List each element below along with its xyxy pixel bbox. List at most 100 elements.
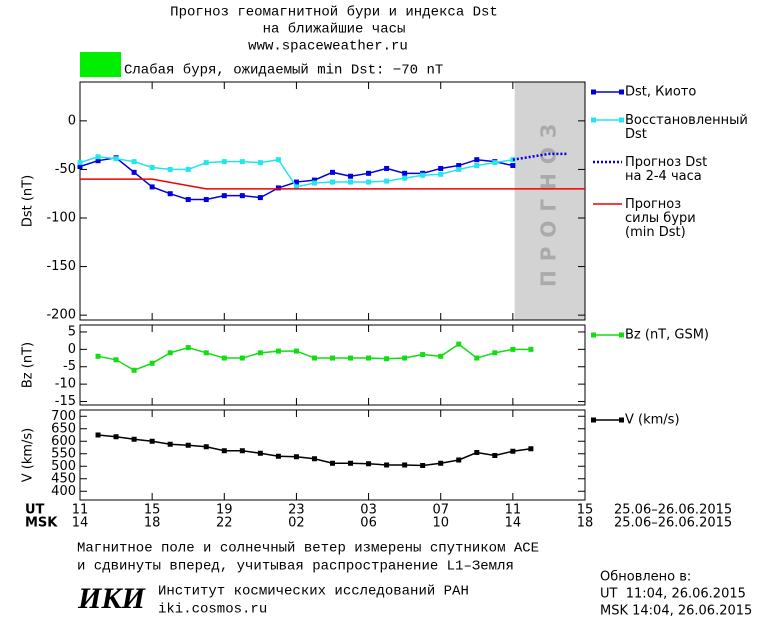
marker xyxy=(492,350,498,356)
x-tick-label: 15 xyxy=(144,503,161,518)
marker xyxy=(528,446,534,452)
marker xyxy=(95,154,101,160)
legend-label: V (km/s) xyxy=(625,413,680,428)
marker xyxy=(402,462,408,468)
marker xyxy=(185,166,191,172)
marker xyxy=(438,171,444,177)
footer-note: и сдвинуты вперед, учитывая распростране… xyxy=(77,559,514,575)
series-line xyxy=(512,152,567,161)
marker xyxy=(384,462,390,468)
marker xyxy=(366,461,372,467)
marker xyxy=(528,346,534,352)
forecast-band xyxy=(514,82,585,320)
y-tick-label: 0 xyxy=(68,342,76,357)
legend-label: Прогноз Dst на 2-4 часа xyxy=(625,155,707,184)
marker xyxy=(311,180,317,186)
marker xyxy=(330,169,335,175)
marker xyxy=(257,350,263,356)
x-tick-label: 19 xyxy=(216,503,233,518)
forecast-label: ПРОГНОЗ xyxy=(536,115,560,287)
marker xyxy=(221,355,227,361)
marker xyxy=(402,355,408,361)
marker xyxy=(311,177,317,183)
x-tick-label: 22 xyxy=(216,516,233,531)
marker xyxy=(167,350,173,356)
footer-note: Магнитное поле и солнечный ветер измерен… xyxy=(77,540,539,557)
marker xyxy=(330,355,335,361)
marker xyxy=(510,448,516,454)
legend-label: Bz (nT, GSM) xyxy=(625,328,709,343)
y-tick-label: -50 xyxy=(55,162,76,177)
msk-label: MSK xyxy=(25,516,58,531)
marker xyxy=(221,193,227,199)
x-tick-label: 11 xyxy=(72,503,89,518)
ut-label: UT xyxy=(25,503,45,518)
marker xyxy=(149,360,155,366)
plot-frame xyxy=(79,324,586,406)
marker xyxy=(275,157,281,163)
marker xyxy=(366,355,372,361)
legend-marker xyxy=(619,417,624,423)
marker xyxy=(203,350,209,356)
x-tick-label: 15 xyxy=(577,503,594,518)
marker xyxy=(149,184,155,190)
marker xyxy=(311,355,317,361)
marker xyxy=(275,453,281,459)
url: www.spaceweather.ru xyxy=(248,39,408,55)
marker xyxy=(77,160,83,166)
legend-label: Прогноз силы бури (min Dst) xyxy=(625,197,696,240)
x-tick-label: 18 xyxy=(577,516,594,531)
x-tick-label: 02 xyxy=(288,516,305,531)
subtitle: на ближайшие часы xyxy=(263,21,406,38)
marker xyxy=(330,460,335,466)
marker xyxy=(167,191,173,197)
marker xyxy=(95,432,101,438)
marker xyxy=(185,442,191,448)
updated: Обновлено в: xyxy=(600,570,691,585)
logo: ИКИ xyxy=(77,582,147,615)
marker xyxy=(293,184,299,190)
marker xyxy=(293,348,299,354)
marker xyxy=(203,197,209,203)
marker xyxy=(113,357,119,363)
updated-msk: MSK 14:04, 26.06.2015 xyxy=(600,604,752,619)
legend-marker xyxy=(591,89,596,95)
marker xyxy=(131,436,137,442)
marker xyxy=(275,185,281,191)
marker xyxy=(221,448,227,454)
marker xyxy=(492,453,498,458)
marker xyxy=(510,346,516,352)
marker xyxy=(95,353,101,359)
legend-marker xyxy=(619,332,624,338)
marker xyxy=(77,164,83,170)
marker xyxy=(95,158,101,164)
marker xyxy=(456,341,462,347)
marker xyxy=(257,450,263,456)
institute: Институт космических исследований РАН xyxy=(158,583,469,600)
y-tick-label: 400 xyxy=(51,484,76,499)
marker xyxy=(438,460,444,466)
marker xyxy=(456,163,462,169)
y-tick-label: -5 xyxy=(63,359,76,374)
marker xyxy=(293,179,299,185)
marker xyxy=(149,164,155,170)
y-tick-label: -100 xyxy=(46,211,76,226)
marker xyxy=(239,159,245,165)
y-tick-label: 450 xyxy=(51,471,76,486)
y-tick-label: -15 xyxy=(55,394,76,409)
marker xyxy=(131,169,137,175)
x-tick-label: 14 xyxy=(505,516,522,531)
marker xyxy=(239,355,245,361)
marker xyxy=(474,157,480,163)
marker xyxy=(348,179,354,185)
marker xyxy=(456,457,462,463)
marker xyxy=(113,156,119,162)
y-axis-label: Bz (nT) xyxy=(21,342,36,388)
marker xyxy=(203,160,209,166)
plot-frame xyxy=(79,409,586,501)
marker xyxy=(438,353,444,359)
x-tick-label: 10 xyxy=(432,516,449,531)
x-tick-label: 06 xyxy=(360,516,377,531)
marker xyxy=(420,463,426,468)
marker xyxy=(438,165,444,171)
